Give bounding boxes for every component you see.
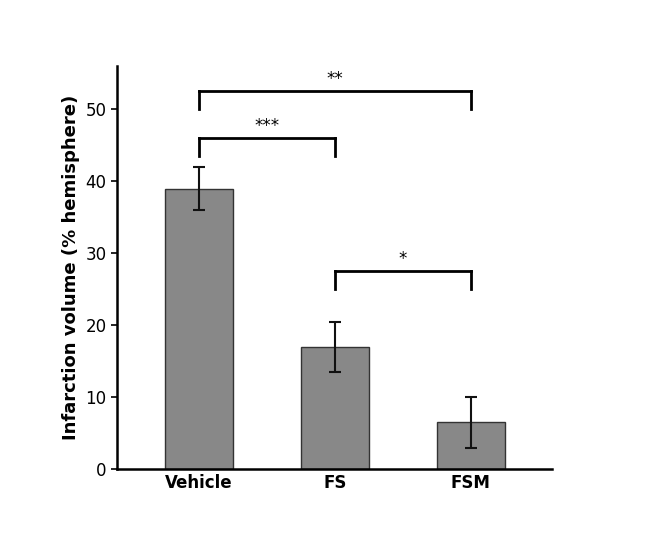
Bar	[437, 422, 505, 469]
Y-axis label: Infarction volume (% hemisphere): Infarction volume (% hemisphere)	[62, 95, 80, 440]
Bar	[164, 189, 233, 469]
Bar	[301, 347, 369, 469]
Text: ***: ***	[254, 116, 280, 135]
Text: *: *	[398, 250, 407, 268]
Text: **: **	[326, 70, 343, 88]
